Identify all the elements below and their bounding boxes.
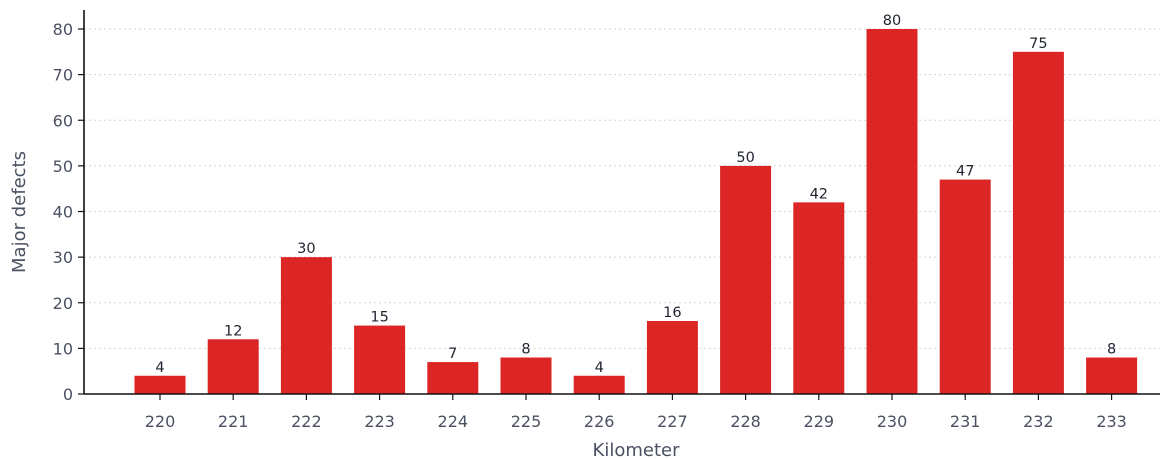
bar (1086, 357, 1138, 394)
x-tick-label: 220 (145, 412, 176, 431)
x-tick-label: 225 (511, 412, 542, 431)
bar (500, 357, 552, 394)
bar-value-label: 75 (1029, 36, 1047, 52)
grid-lines (84, 28, 1160, 349)
bar-value-label: 4 (155, 360, 164, 376)
bar-value-label: 12 (224, 323, 242, 339)
bar-value-label: 8 (521, 342, 530, 358)
x-tick-label: 230 (877, 412, 908, 431)
bar-value-label: 16 (663, 305, 681, 321)
x-tick-label: 223 (364, 412, 395, 431)
bar-value-label: 7 (448, 346, 457, 362)
x-tick-label: 224 (438, 412, 469, 431)
y-tick-label: 40 (53, 203, 73, 222)
x-axis-ticks: 220 221 222 223 224 225 226 227 228 229 230 231 232 2… (145, 394, 1127, 431)
x-tick-label: 226 (584, 412, 615, 431)
data-labels: 4 12 30 15 7 8 4 16 50 42 80 47 75 8 (155, 13, 1116, 376)
x-tick-label: 231 (950, 412, 981, 431)
y-tick-label: 80 (53, 20, 73, 39)
bar-value-label: 42 (810, 186, 828, 202)
bar (793, 202, 845, 394)
y-tick-label: 70 (53, 66, 73, 85)
y-tick-label: 10 (53, 339, 73, 358)
bar-value-label: 50 (736, 150, 754, 166)
bar (427, 362, 479, 394)
bar-value-label: 80 (883, 13, 901, 29)
bar (134, 375, 186, 394)
bar-value-label: 15 (370, 310, 388, 326)
bar (646, 321, 698, 394)
y-tick-label: 50 (53, 157, 73, 176)
bar (573, 375, 625, 394)
x-tick-label: 228 (730, 412, 761, 431)
y-tick-label: 60 (53, 111, 73, 130)
x-tick-label: 221 (218, 412, 249, 431)
y-axis-title: Major defects (9, 151, 30, 273)
x-axis-title: Kilometer (593, 440, 681, 459)
y-tick-label: 30 (53, 248, 73, 267)
x-tick-label: 233 (1096, 412, 1127, 431)
bar (280, 257, 332, 394)
x-tick-label: 229 (804, 412, 835, 431)
y-tick-label: 20 (53, 294, 73, 313)
y-axis-ticks: 0 10 20 30 40 50 60 70 80 (53, 20, 84, 404)
bar-value-label: 8 (1107, 342, 1116, 358)
bar (720, 165, 772, 394)
x-tick-label: 222 (291, 412, 322, 431)
bar-value-label: 30 (297, 241, 315, 257)
axes (83, 10, 1160, 395)
bar-value-label: 4 (595, 360, 604, 376)
bar-value-label: 47 (956, 164, 974, 180)
bar-series (134, 29, 1138, 394)
bar (1012, 51, 1064, 394)
x-tick-label: 232 (1023, 412, 1054, 431)
x-tick-label: 227 (657, 412, 688, 431)
bar (354, 325, 406, 394)
bar (866, 29, 918, 394)
bar (939, 179, 991, 394)
bar (207, 339, 259, 394)
y-tick-label: 0 (63, 385, 73, 404)
